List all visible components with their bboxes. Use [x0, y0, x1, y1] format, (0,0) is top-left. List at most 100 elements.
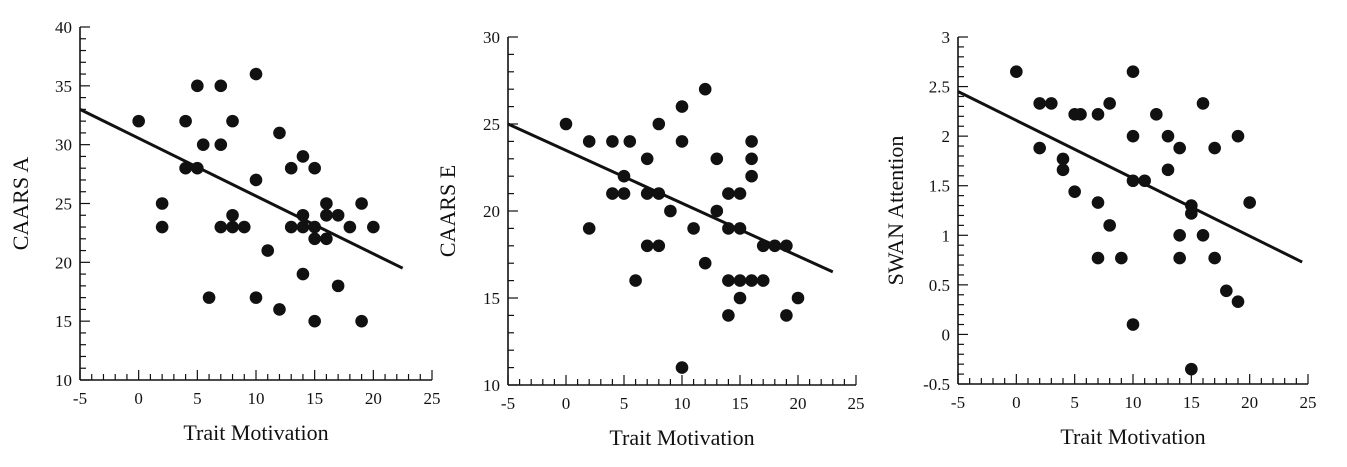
chart-panel-2: -5 0 5 10 15 20 25 10 15 20 25 30 Trait Motivation CA… [435, 28, 865, 450]
data-point [582, 135, 596, 148]
y-tick-label: 10 [483, 376, 500, 395]
data-point [273, 126, 286, 140]
data-point [1068, 185, 1081, 198]
data-point [675, 361, 689, 374]
data-point [582, 222, 596, 235]
data-point [780, 309, 793, 322]
data-point [733, 222, 747, 235]
data-point [237, 220, 251, 234]
data-point [652, 239, 666, 253]
data-point [355, 314, 368, 328]
data-point [296, 208, 310, 222]
x-tick-label: 15 [732, 394, 749, 413]
y-tick-label: 10 [55, 371, 72, 390]
x-tick-label: 20 [790, 394, 807, 413]
y-tick-label: 35 [55, 77, 72, 96]
data-point [155, 197, 169, 210]
y-tick-label: 1 [942, 226, 951, 245]
data-point [179, 114, 192, 128]
data-point [249, 67, 263, 81]
x-tick-label: 0 [1012, 393, 1021, 412]
y-axis-title: CAARS A [8, 157, 33, 251]
chart-panel-1: -5 0 5 10 15 20 25 10 15 20 25 30 35 40 Trait Motivati… [8, 18, 441, 445]
data-point [308, 161, 321, 175]
data-point [226, 208, 239, 222]
data-point [559, 117, 573, 131]
x-tick-label: 0 [562, 394, 571, 413]
data-point [745, 169, 758, 183]
x-tick-label: -5 [501, 394, 515, 413]
data-point [629, 274, 642, 287]
data-point [1126, 318, 1140, 331]
data-point [1033, 141, 1046, 155]
data-point [640, 152, 654, 166]
data-point [155, 220, 169, 234]
y-tick-label: 30 [55, 136, 72, 155]
y-tick-label: 0.5 [929, 276, 950, 295]
data-point [791, 291, 805, 305]
y-tick-label: 15 [55, 312, 72, 331]
data-point [623, 135, 637, 148]
x-tick-label: 10 [248, 389, 265, 408]
y-tick-label: 0 [942, 325, 951, 344]
data-point [675, 100, 689, 113]
data-point [191, 161, 204, 175]
data-point [1196, 228, 1210, 242]
data-point [308, 232, 321, 246]
data-point [196, 138, 210, 151]
data-point [308, 314, 321, 328]
data-point [284, 161, 298, 175]
data-point [745, 152, 758, 166]
data-point [640, 239, 654, 253]
data-point [1126, 65, 1140, 78]
data-point [1161, 129, 1175, 143]
x-tick-label: 15 [306, 389, 323, 408]
data-point [617, 169, 631, 183]
data-point [640, 187, 654, 200]
data-point [1231, 129, 1245, 143]
x-tick-label: 5 [620, 394, 629, 413]
data-point [343, 220, 357, 234]
data-point [617, 187, 631, 200]
x-tick-label: 15 [1183, 393, 1200, 412]
data-point [1115, 251, 1128, 265]
data-point [722, 274, 735, 287]
x-tick-label: -5 [951, 393, 965, 412]
data-point [1243, 196, 1256, 209]
data-point [1208, 251, 1221, 265]
data-point [320, 232, 333, 246]
data-point [756, 239, 770, 253]
data-point [1173, 228, 1186, 242]
data-point [1196, 97, 1210, 110]
data-point [606, 135, 619, 148]
data-point [1056, 152, 1070, 166]
data-point [1010, 65, 1023, 78]
y-tick-label: 2 [942, 127, 951, 146]
data-point [1091, 251, 1105, 265]
regression-line [79, 108, 404, 270]
data-point [296, 150, 310, 163]
data-point [202, 291, 216, 304]
data-point [320, 208, 333, 222]
x-tick-label: -5 [73, 389, 87, 408]
data-point [331, 279, 345, 293]
data-point [1173, 251, 1186, 265]
data-point [1173, 141, 1186, 155]
data-point [722, 187, 735, 200]
x-axis-title: Trait Motivation [609, 425, 754, 450]
data-point [179, 161, 192, 175]
x-tick-label: 10 [1125, 393, 1142, 412]
data-point [355, 197, 368, 210]
data-point [710, 204, 724, 218]
y-tick-label: 30 [483, 28, 500, 47]
data-point [214, 220, 228, 234]
y-tick-label: -0.5 [923, 375, 950, 394]
y-tick-label: 40 [55, 18, 72, 37]
data-point [664, 204, 677, 218]
data-point [745, 274, 758, 287]
data-point [768, 239, 782, 253]
data-point [296, 220, 310, 234]
data-point [1091, 108, 1105, 121]
data-point [191, 79, 204, 93]
